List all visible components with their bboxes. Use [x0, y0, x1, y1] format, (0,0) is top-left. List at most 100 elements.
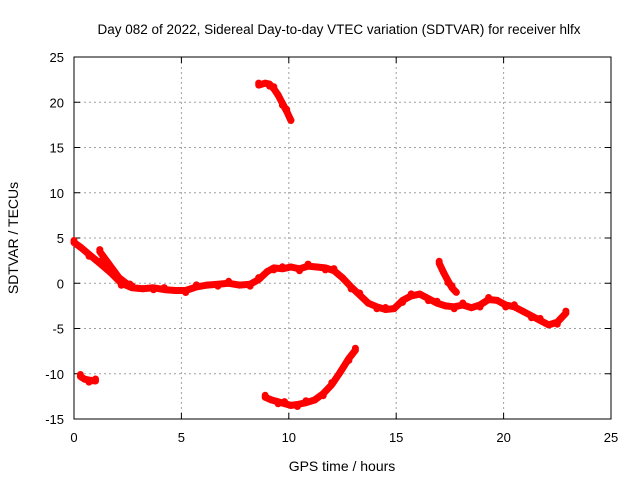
data-point — [76, 243, 84, 251]
data-point — [283, 105, 291, 113]
data-point — [235, 281, 243, 289]
data-point — [424, 297, 432, 305]
series-late-arc — [435, 257, 460, 296]
data-point — [293, 403, 301, 410]
data-point — [356, 289, 364, 297]
data-point — [96, 246, 104, 254]
data-point — [321, 266, 329, 274]
data-point — [502, 303, 510, 311]
data-point — [287, 401, 295, 409]
series-main-trace — [70, 237, 570, 329]
data-point — [528, 314, 535, 322]
data-point — [104, 259, 112, 267]
x-tick-label: 25 — [604, 430, 618, 445]
y-tick-label: -10 — [45, 367, 64, 382]
data-point — [304, 260, 312, 268]
data-point — [339, 274, 346, 282]
data-series — [70, 79, 570, 410]
x-tick-label: 15 — [389, 430, 403, 445]
data-point — [390, 305, 398, 313]
data-point — [311, 396, 319, 404]
data-point — [351, 344, 359, 352]
y-tick-label: 15 — [50, 141, 64, 156]
data-point — [85, 252, 93, 260]
series-line — [261, 346, 359, 409]
data-point — [287, 116, 295, 124]
data-point — [536, 314, 544, 322]
data-point — [225, 277, 233, 285]
data-point — [287, 263, 295, 271]
y-tick-label: 25 — [50, 50, 64, 65]
chart-title: Day 082 of 2022, Sidereal Day-to-day VTE… — [98, 22, 581, 37]
data-point — [452, 288, 460, 296]
data-point — [435, 257, 443, 265]
data-point — [160, 284, 168, 292]
data-point — [467, 304, 475, 312]
data-point — [274, 400, 282, 408]
data-point — [433, 297, 441, 305]
data-point — [302, 397, 310, 405]
data-point — [150, 286, 157, 294]
data-point — [493, 296, 501, 304]
series-line — [96, 248, 134, 290]
data-point — [203, 281, 211, 289]
data-point — [85, 378, 93, 386]
data-point — [416, 290, 424, 298]
y-tick-label: -15 — [45, 412, 64, 427]
data-point — [270, 266, 278, 274]
x-axis-label: GPS time / hours — [289, 458, 396, 474]
data-point — [510, 301, 518, 309]
data-point — [519, 307, 527, 315]
data-point — [270, 83, 278, 91]
x-tick-label: 10 — [282, 430, 296, 445]
data-point — [139, 285, 147, 293]
data-point — [448, 282, 456, 290]
series-low-short-arc — [76, 371, 99, 386]
data-point — [347, 285, 355, 293]
axis-ticks: 0 5 10 15 20 25 -15 -10 -5 0 5 10 15 20 25 — [45, 50, 618, 445]
data-point — [450, 305, 458, 313]
data-point — [440, 268, 447, 276]
data-point — [255, 274, 263, 282]
data-point — [345, 356, 353, 364]
data-point — [545, 321, 553, 329]
data-point — [485, 294, 493, 301]
data-point — [192, 281, 200, 289]
data-point — [76, 371, 84, 378]
data-point — [115, 276, 123, 284]
data-point — [382, 304, 389, 311]
data-point — [255, 79, 263, 87]
data-point — [278, 263, 286, 271]
x-tick-label: 5 — [178, 430, 185, 445]
data-point — [274, 91, 282, 99]
data-point — [328, 379, 336, 387]
data-point — [214, 282, 222, 290]
data-point — [407, 290, 415, 298]
data-point — [171, 287, 179, 294]
data-point — [261, 391, 269, 399]
data-point — [399, 298, 407, 306]
y-tick-label: 0 — [57, 276, 64, 291]
data-point — [459, 299, 467, 307]
data-point — [442, 302, 450, 310]
data-point — [373, 305, 381, 313]
data-point — [246, 282, 254, 290]
data-point — [562, 307, 570, 315]
data-point — [330, 265, 338, 273]
data-point — [263, 268, 271, 275]
data-point — [182, 289, 190, 296]
series-high-arc — [255, 79, 295, 124]
y-tick-label: 5 — [57, 231, 64, 246]
data-point — [476, 303, 484, 311]
data-point — [281, 398, 288, 406]
x-tick-label: 0 — [70, 430, 77, 445]
data-point — [126, 280, 134, 288]
data-point — [313, 263, 321, 271]
data-point — [92, 375, 99, 383]
series-early-arc — [96, 246, 134, 290]
data-point — [553, 320, 561, 328]
y-tick-label: 10 — [50, 186, 64, 201]
data-point — [364, 299, 372, 307]
series-low-arc — [261, 344, 359, 410]
